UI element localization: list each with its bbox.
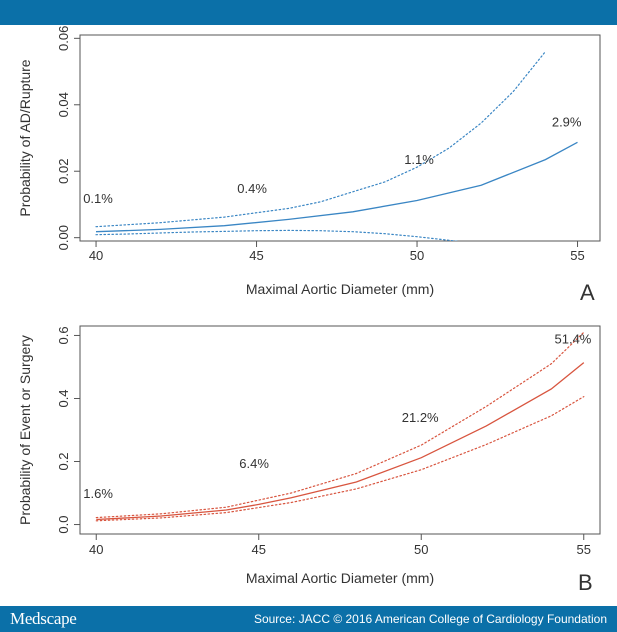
y-tick-label: 0.04	[56, 92, 71, 117]
plot-frame	[79, 34, 601, 242]
value-annotation: 1.1%	[404, 152, 434, 167]
panel-label: B	[578, 570, 593, 595]
y-tick-label: 0.02	[56, 159, 71, 184]
x-tick-label: 40	[89, 542, 103, 557]
x-tick-label: 55	[577, 542, 591, 557]
panel-b: 40 45 50 55 0.0 0.2 0.4 0.6 Maximal Aortic Diame…	[17, 325, 601, 595]
x-axis-title: Maximal Aortic Diameter (mm)	[246, 281, 434, 297]
panel-label: A	[580, 280, 595, 305]
upper-ci-line	[95, 51, 546, 228]
medscape-logo: Medscape	[10, 609, 77, 628]
value-annotation: 1.6%	[83, 486, 113, 501]
y-tick-label: 0.2	[56, 452, 71, 470]
y-tick-label: 0.00	[56, 225, 71, 250]
estimate-line	[96, 362, 585, 521]
lower-ci-line	[95, 229, 460, 241]
y-axis-title: Probability of AD/Rupture	[17, 59, 33, 216]
lower-ci-line	[95, 396, 585, 522]
x-tick-label: 50	[414, 542, 428, 557]
series-group	[95, 331, 585, 522]
x-tick-label: 50	[410, 248, 424, 263]
panel-a: 40 45 50 55 0.00 0.02 0.04 0.06 Maximal Aortic D…	[17, 26, 601, 305]
figure: 40 45 50 55 0.00 0.02 0.04 0.06 Maximal Aortic D…	[17, 26, 601, 595]
source-credit: Source: JACC © 2016 American College of …	[253, 612, 607, 626]
y-tick-label: 0.0	[56, 516, 71, 534]
y-tick-label: 0.4	[56, 389, 71, 407]
value-annotation: 21.2%	[402, 410, 439, 425]
value-annotation: 0.1%	[83, 191, 113, 206]
x-tick-label: 45	[252, 542, 266, 557]
value-annotation: 0.4%	[237, 181, 267, 196]
x-tick-label: 45	[249, 248, 263, 263]
upper-ci-line	[95, 331, 585, 519]
y-tick-label: 0.06	[56, 26, 71, 51]
plot-frame	[79, 325, 601, 535]
x-axis-title: Maximal Aortic Diameter (mm)	[246, 570, 434, 586]
estimate-line	[95, 141, 578, 233]
value-annotation: 2.9%	[552, 114, 582, 129]
value-annotation: 6.4%	[239, 456, 269, 471]
footer-bar: Medscape Source: JACC © 2016 American Co…	[0, 606, 617, 632]
series-group	[95, 51, 578, 241]
y-tick-label: 0.6	[56, 326, 71, 344]
x-tick-label: 40	[89, 248, 103, 263]
top-banner	[0, 0, 617, 25]
x-tick-label: 55	[570, 248, 584, 263]
value-annotation: 51.4%	[555, 331, 592, 346]
y-axis-title: Probability of Event or Surgery	[17, 335, 33, 525]
